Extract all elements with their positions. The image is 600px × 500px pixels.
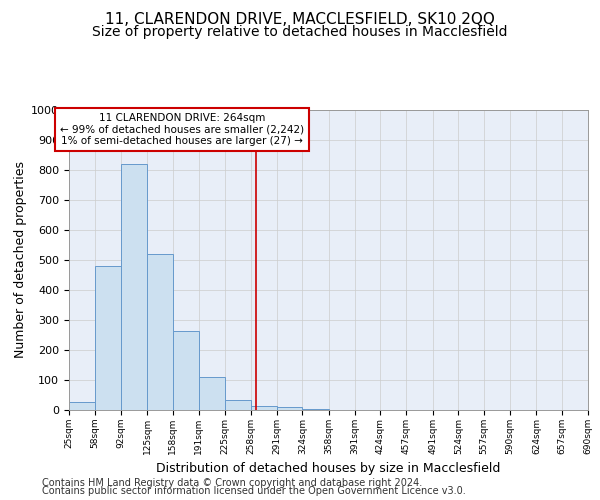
Bar: [69, 402, 95, 410]
Bar: [225, 400, 251, 410]
Text: Contains HM Land Registry data © Crown copyright and database right 2024.: Contains HM Land Registry data © Crown c…: [42, 478, 422, 488]
Text: Size of property relative to detached houses in Macclesfield: Size of property relative to detached ho…: [92, 25, 508, 39]
Y-axis label: Number of detached properties: Number of detached properties: [14, 162, 27, 358]
Bar: [199, 377, 225, 410]
Bar: [147, 254, 173, 410]
Text: 11, CLARENDON DRIVE, MACCLESFIELD, SK10 2QQ: 11, CLARENDON DRIVE, MACCLESFIELD, SK10 …: [105, 12, 495, 28]
Text: 11 CLARENDON DRIVE: 264sqm
← 99% of detached houses are smaller (2,242)
1% of se: 11 CLARENDON DRIVE: 264sqm ← 99% of deta…: [60, 113, 304, 146]
X-axis label: Distribution of detached houses by size in Macclesfield: Distribution of detached houses by size …: [157, 462, 500, 475]
Bar: [121, 164, 147, 410]
Bar: [277, 407, 302, 410]
Text: Contains public sector information licensed under the Open Government Licence v3: Contains public sector information licen…: [42, 486, 466, 496]
Bar: [251, 406, 277, 410]
Bar: [302, 408, 329, 410]
Bar: [173, 330, 199, 410]
Bar: [95, 266, 121, 410]
